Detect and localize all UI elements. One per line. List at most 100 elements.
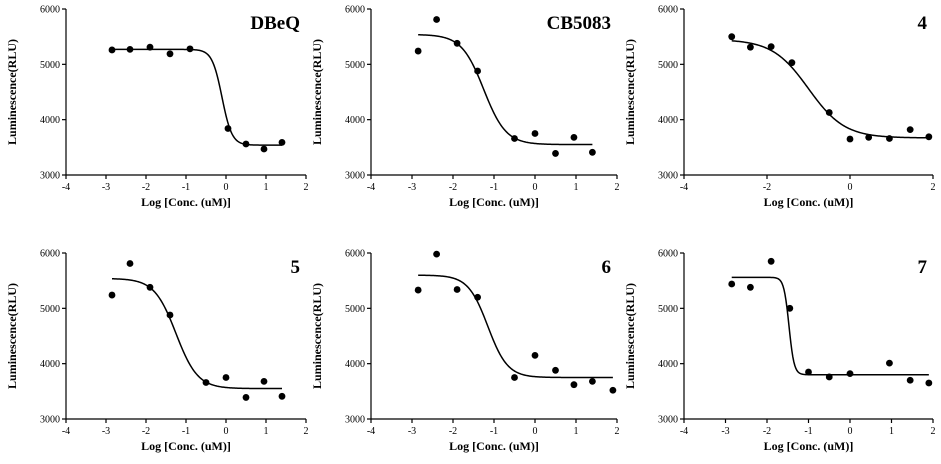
data-point [788, 59, 796, 67]
data-point [242, 394, 250, 401]
data-point [925, 133, 933, 141]
data-point [186, 45, 194, 53]
data-point [433, 250, 440, 258]
data-point [846, 135, 854, 143]
data-point [108, 46, 116, 54]
x-tick-label: -3 [102, 182, 110, 193]
data-point [589, 148, 596, 156]
data-point [414, 286, 422, 294]
x-tick-label: -4 [62, 182, 70, 193]
data-point [805, 368, 812, 376]
panel-title: 6 [602, 257, 612, 278]
data-point [825, 373, 833, 381]
data-point [570, 381, 578, 389]
x-tick-label: 1 [264, 182, 269, 193]
x-tick-label: -4 [367, 426, 375, 437]
data-point [906, 376, 914, 384]
x-tick-label: 0 [224, 426, 229, 437]
data-point [453, 286, 461, 293]
y-tick-label: 5000 [40, 60, 60, 71]
y-axis-title: Luminescence(RLU) [623, 283, 637, 389]
x-tick-label: -3 [721, 426, 729, 437]
x-tick-label: -3 [408, 426, 416, 437]
x-tick-label: 2 [304, 182, 309, 193]
x-tick-label: -4 [62, 426, 70, 437]
y-tick-label: 3000 [345, 171, 365, 182]
x-tick-label: 0 [224, 182, 229, 193]
x-tick-label: -3 [102, 426, 110, 437]
data-point [511, 374, 518, 381]
x-tick-label: -2 [449, 182, 457, 193]
data-point [747, 43, 754, 51]
panel-title: 5 [291, 257, 301, 278]
data-point [925, 379, 933, 387]
y-tick-label: 3000 [40, 171, 60, 182]
x-tick-label: 1 [264, 426, 269, 437]
data-point [609, 386, 617, 394]
data-point [865, 133, 873, 141]
x-tick-label: 2 [615, 426, 620, 437]
data-point [570, 133, 578, 141]
y-tick-label: 3000 [40, 415, 60, 426]
data-point [453, 39, 461, 47]
panel-title: 4 [918, 13, 928, 34]
x-axis-title: Log [Conc. (uM)] [449, 195, 539, 209]
data-point [886, 359, 893, 367]
data-point [906, 126, 914, 134]
y-tick-label: 5000 [658, 304, 678, 315]
x-tick-label: -1 [182, 182, 190, 193]
y-tick-label: 3000 [345, 415, 365, 426]
x-tick-label: 0 [533, 182, 538, 193]
y-axis-title: Luminescence(RLU) [5, 283, 19, 389]
y-axis-title: Luminescence(RLU) [5, 39, 19, 145]
data-point [552, 150, 559, 157]
data-point [166, 311, 174, 319]
y-tick-label: 4000 [40, 115, 60, 126]
x-tick-label: 2 [931, 182, 936, 193]
fit-curve [112, 48, 282, 146]
y-tick-label: 4000 [40, 359, 60, 370]
data-point [222, 374, 230, 381]
y-tick-label: 6000 [658, 249, 678, 260]
x-tick-label: 1 [889, 426, 894, 437]
data-point [414, 47, 422, 55]
x-tick-label: -3 [408, 182, 416, 193]
y-tick-label: 6000 [40, 5, 60, 16]
data-point [728, 280, 736, 288]
panel-title: DBeQ [250, 13, 300, 34]
data-point [433, 16, 440, 23]
data-point [278, 392, 286, 400]
data-point [846, 370, 854, 378]
panel-title: CB5083 [547, 13, 611, 34]
data-point [146, 283, 154, 291]
x-tick-label: -4 [680, 426, 688, 437]
x-tick-label: -1 [182, 426, 190, 437]
x-tick-label: -1 [804, 426, 812, 437]
data-point [767, 43, 775, 51]
x-axis-title: Log [Conc. (uM)] [764, 439, 854, 453]
y-tick-label: 3000 [658, 415, 678, 426]
chart-panel: 3000 4000 5000 6000 -4 -3 -2 -1 0 1 2 Log [Conc. (u… [5, 249, 309, 454]
data-point [886, 135, 893, 142]
y-tick-label: 6000 [345, 249, 365, 260]
data-point [511, 135, 518, 142]
data-point [224, 125, 232, 132]
data-point [146, 43, 154, 51]
x-tick-label: -4 [680, 182, 688, 193]
y-tick-label: 5000 [345, 60, 365, 71]
panel-title: 7 [918, 257, 928, 278]
x-tick-label: 2 [615, 182, 620, 193]
x-tick-label: -2 [142, 426, 150, 437]
x-tick-label: 0 [848, 426, 853, 437]
y-tick-label: 4000 [658, 359, 678, 370]
x-tick-label: -4 [367, 182, 375, 193]
x-tick-label: 1 [574, 426, 579, 437]
fit-curve [731, 276, 929, 376]
x-tick-label: 2 [304, 426, 309, 437]
fit-curve [418, 34, 593, 146]
y-axis-title: Luminescence(RLU) [310, 283, 324, 389]
data-point [126, 45, 134, 53]
data-point [531, 351, 539, 359]
x-tick-label: -2 [142, 182, 150, 193]
